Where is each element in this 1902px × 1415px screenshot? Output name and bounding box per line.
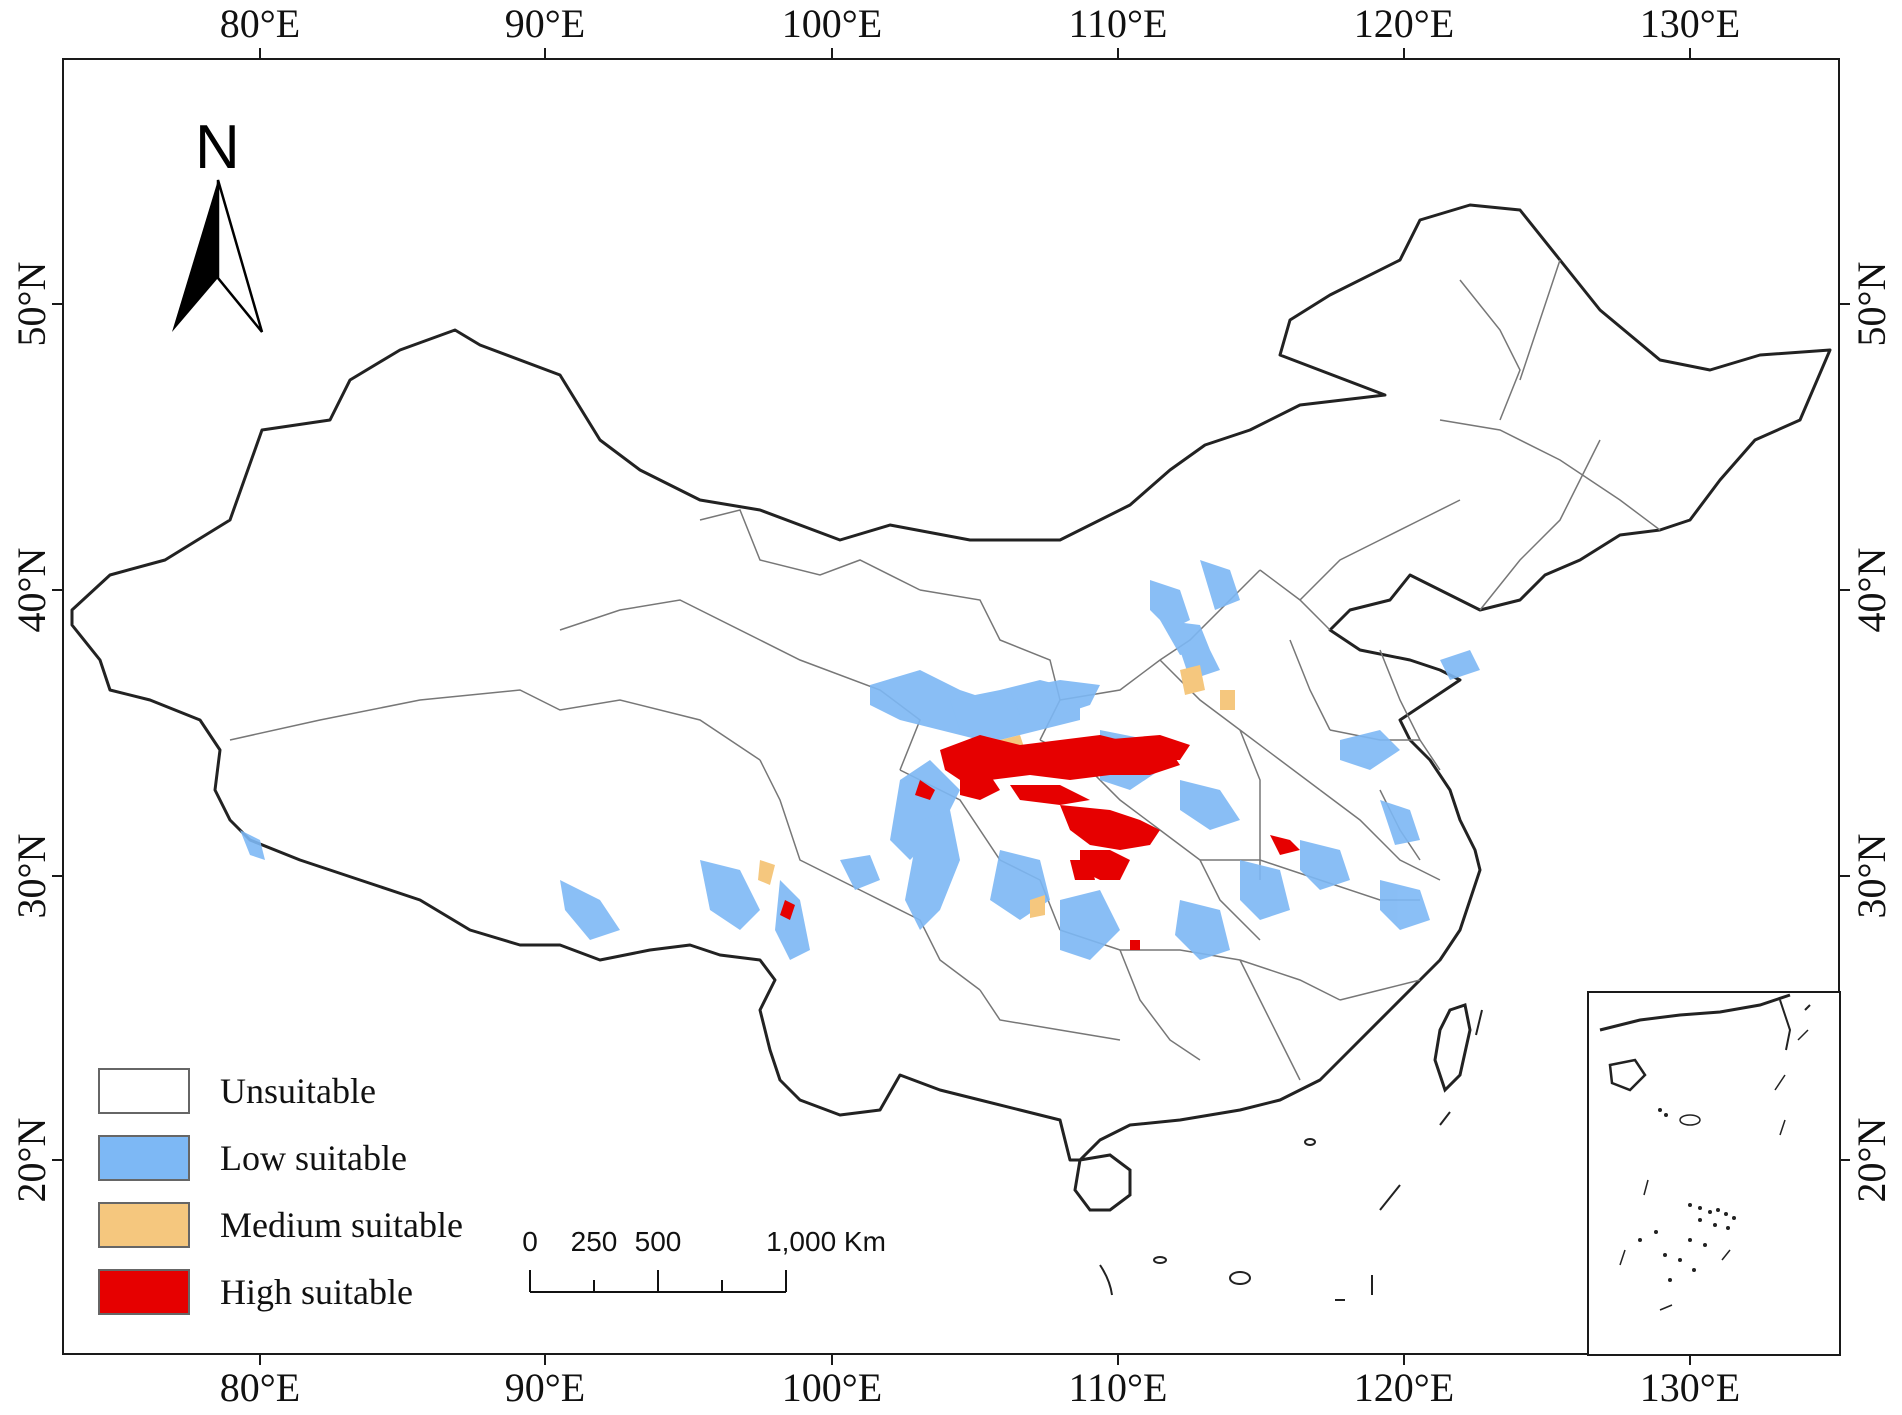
scale-label: 500 — [634, 1226, 682, 1257]
scale-label: 1,000 Km — [766, 1226, 886, 1257]
country-boundary — [70, 203, 1832, 1162]
north-label: N — [195, 113, 240, 182]
legend-item: Low suitable — [98, 1127, 463, 1189]
legend-item: Unsuitable — [98, 1060, 463, 1122]
legend: Unsuitable Low suitable Medium suitable … — [98, 1060, 463, 1328]
legend-label: Unsuitable — [220, 1071, 376, 1111]
high-suitable-area — [780, 735, 1300, 950]
lon-label-top: 80°E — [219, 1, 301, 46]
legend-swatch-unsuitable — [98, 1068, 190, 1114]
legend-swatch-high — [98, 1269, 190, 1315]
scale-label: 250 — [570, 1226, 618, 1257]
legend-label: Medium suitable — [220, 1205, 463, 1245]
medium-suitable-area — [758, 665, 1235, 918]
coastal-islands — [1099, 1009, 1483, 1301]
lon-label-top: 100°E — [781, 1, 883, 46]
legend-label: High suitable — [220, 1272, 413, 1312]
tick-marks — [52, 48, 1850, 1365]
legend-item: Medium suitable — [98, 1194, 463, 1256]
legend-item: High suitable — [98, 1261, 463, 1323]
legend-label: Low suitable — [220, 1138, 407, 1178]
lon-label-bottom: 100°E — [781, 1365, 883, 1410]
lon-label-top: 130°E — [1639, 1, 1741, 46]
lon-label-bottom: 130°E — [1639, 1365, 1741, 1410]
lon-label-bottom: 90°E — [504, 1365, 586, 1410]
north-arrow-icon — [172, 179, 264, 333]
south-china-sea-inset — [1587, 991, 1841, 1356]
legend-swatch-low — [98, 1135, 190, 1181]
lon-label-top: 90°E — [504, 1, 586, 46]
hainan-island — [1073, 1153, 1132, 1212]
scale-label: 0 — [522, 1226, 538, 1257]
lon-label-top: 120°E — [1353, 1, 1455, 46]
lon-label-bottom: 80°E — [219, 1365, 301, 1410]
scale-bar — [529, 1270, 787, 1293]
lon-label-bottom: 120°E — [1353, 1365, 1455, 1410]
legend-swatch-medium — [98, 1202, 190, 1248]
lon-label-bottom: 110°E — [1068, 1365, 1168, 1410]
taiwan-island — [1433, 1003, 1472, 1093]
lon-label-top: 110°E — [1068, 1, 1168, 46]
